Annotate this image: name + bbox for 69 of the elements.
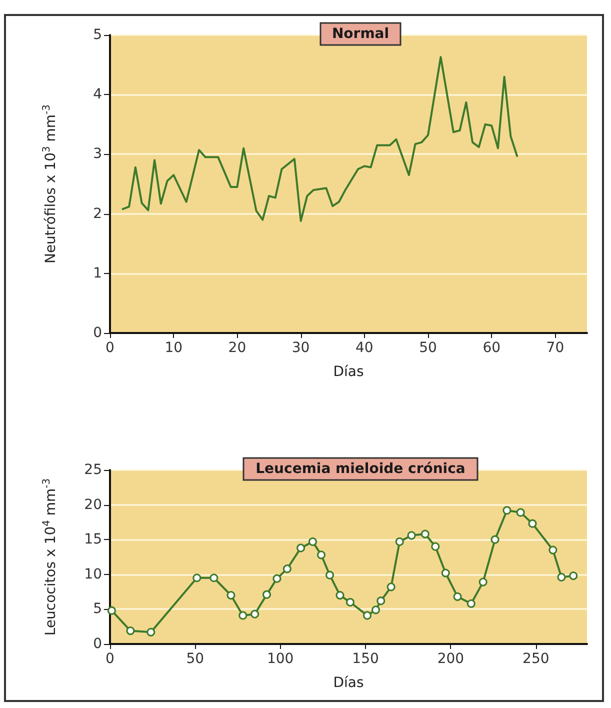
y-tick-label: 25 — [84, 462, 102, 478]
point — [386, 582, 396, 592]
y-tick-label: 20 — [84, 496, 102, 513]
point — [317, 550, 326, 560]
x-tick-label: 10 — [164, 340, 183, 356]
x-tick-label: 0 — [106, 340, 114, 356]
point — [238, 611, 248, 620]
point — [376, 596, 386, 606]
point — [146, 628, 156, 636]
y-tick-label: 0 — [93, 325, 102, 341]
point — [210, 574, 218, 582]
point — [126, 626, 135, 636]
y-tick-label: 4 — [93, 86, 102, 103]
point — [262, 590, 271, 599]
point — [107, 606, 116, 615]
point — [557, 572, 566, 582]
y-tick-label: 5 — [93, 27, 102, 43]
point — [569, 572, 578, 580]
x-tick-label: 50 — [186, 651, 204, 667]
point — [431, 542, 440, 551]
y-axis-title: Neutrófilos x 103 mm-3 — [42, 104, 59, 264]
chart-title: Normal — [332, 26, 390, 42]
point — [478, 578, 488, 586]
point — [272, 574, 282, 583]
point — [548, 546, 558, 554]
y-axis-title: Leucocitos x 104 mm-3 — [42, 478, 59, 636]
point — [308, 537, 317, 546]
x-tick-label: 70 — [546, 340, 564, 356]
point — [516, 508, 525, 517]
y-tick-label: 5 — [93, 601, 102, 618]
point — [250, 610, 260, 618]
point — [346, 598, 354, 606]
x-tick-label: 20 — [228, 340, 246, 356]
x-axis-title: Días — [333, 675, 364, 691]
x-tick-label: 60 — [482, 340, 501, 356]
point — [490, 535, 500, 544]
y-tick-label: 1 — [93, 265, 102, 282]
chart-title: Leucemia mieloide crónica — [256, 461, 466, 477]
x-axis-title: Días — [333, 364, 364, 380]
point — [326, 570, 334, 580]
y-tick-label: 10 — [84, 566, 102, 582]
point — [407, 531, 416, 540]
point — [453, 592, 462, 601]
point — [395, 537, 404, 546]
point — [420, 530, 430, 538]
point — [441, 568, 450, 578]
point — [466, 599, 476, 608]
x-tick-label: 200 — [437, 651, 464, 667]
x-tick-label: 150 — [352, 651, 379, 667]
point — [372, 606, 380, 614]
line-series — [122, 56, 518, 222]
y-tick-label: 3 — [93, 146, 102, 162]
x-tick-label: 40 — [355, 340, 374, 356]
x-tick-label: 30 — [292, 340, 310, 356]
point — [192, 574, 202, 582]
y-tick-label: 2 — [93, 206, 102, 222]
point — [282, 564, 292, 574]
point — [296, 544, 306, 552]
point — [502, 506, 512, 515]
point — [528, 519, 537, 528]
point — [336, 591, 344, 600]
x-tick-label: 100 — [266, 651, 294, 667]
x-tick-label: 50 — [419, 340, 437, 356]
point — [362, 611, 372, 620]
y-tick-label: 0 — [93, 636, 102, 652]
y-tick-label: 15 — [84, 532, 102, 548]
point — [226, 591, 236, 600]
x-tick-label: 0 — [106, 651, 114, 667]
x-tick-label: 250 — [522, 651, 550, 667]
